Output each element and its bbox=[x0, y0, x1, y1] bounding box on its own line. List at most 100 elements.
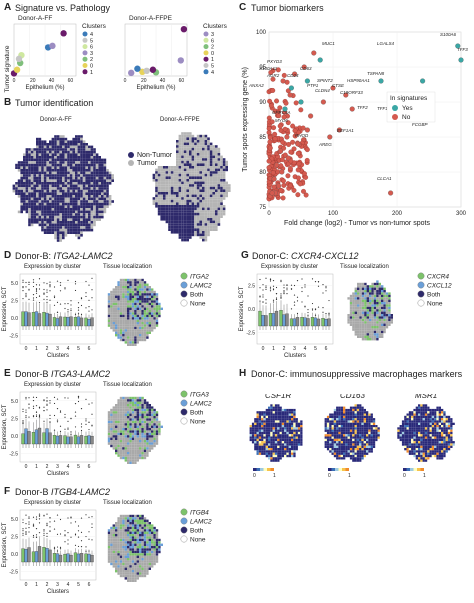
colorbar-segment bbox=[260, 468, 264, 471]
outlier bbox=[32, 399, 35, 402]
outlier bbox=[22, 408, 24, 410]
outlier bbox=[88, 428, 90, 431]
outlier bbox=[275, 293, 278, 295]
outlier bbox=[296, 312, 299, 315]
xtick-label: 2 bbox=[46, 464, 49, 470]
ytick-label: 80 bbox=[259, 170, 266, 176]
xtick-label: 200 bbox=[392, 211, 403, 217]
data-point-no bbox=[295, 141, 301, 147]
outlier bbox=[28, 397, 30, 399]
legend-label: None bbox=[427, 301, 443, 308]
outlier bbox=[77, 306, 80, 309]
outlier bbox=[314, 280, 317, 283]
data-point-no bbox=[349, 106, 355, 112]
outlier bbox=[301, 287, 303, 289]
panel-b-title: Tumor identification bbox=[15, 98, 94, 108]
legend-swatch bbox=[180, 417, 188, 425]
outlier bbox=[25, 532, 27, 534]
outlier bbox=[25, 533, 27, 535]
box-ylabel: Expression, SCT bbox=[2, 404, 8, 449]
ytick-label: 100 bbox=[256, 30, 267, 36]
outlier bbox=[91, 539, 93, 541]
outlier bbox=[32, 405, 35, 407]
outlier bbox=[43, 399, 45, 401]
panel_f-letter: F bbox=[4, 486, 11, 497]
panel-h: H Donor-C: immunosuppressive macrophages… bbox=[237, 366, 474, 486]
outlier bbox=[43, 410, 45, 412]
outlier bbox=[296, 300, 299, 302]
outlier bbox=[53, 528, 56, 530]
outlier bbox=[265, 285, 267, 287]
panel_f-sub1: Expression by cluster bbox=[24, 500, 82, 506]
outlier bbox=[28, 516, 30, 518]
outlier bbox=[25, 281, 27, 284]
legend-label: LAMC2 bbox=[190, 283, 212, 290]
colorbar-segment bbox=[410, 468, 414, 471]
outlier bbox=[275, 286, 278, 289]
outlier bbox=[77, 309, 80, 311]
data-point-yes bbox=[455, 43, 461, 49]
outlier bbox=[262, 294, 264, 296]
data-point-no bbox=[282, 126, 288, 132]
legend-swatch bbox=[392, 105, 398, 111]
colorbar-segment bbox=[335, 468, 339, 471]
gene-label: CLCA1 bbox=[377, 176, 392, 181]
outlier bbox=[322, 307, 324, 309]
outlier bbox=[88, 403, 90, 405]
xtick-label: 300 bbox=[456, 211, 467, 217]
outlier bbox=[22, 530, 24, 532]
outlier bbox=[67, 539, 69, 541]
outlier bbox=[286, 284, 288, 286]
gene-label: SPINT2 bbox=[317, 78, 333, 83]
data-point-no bbox=[271, 176, 277, 182]
outlier bbox=[70, 536, 72, 538]
gene-label: TSPAN8 bbox=[367, 71, 385, 76]
outlier bbox=[80, 313, 83, 316]
data-point-no bbox=[295, 151, 301, 156]
outlier bbox=[70, 433, 72, 436]
outlier bbox=[59, 425, 62, 427]
outlier bbox=[269, 279, 272, 281]
data-point-no bbox=[271, 125, 277, 131]
cluster-point bbox=[49, 42, 56, 50]
xtick-label: 60 bbox=[68, 78, 74, 84]
outlier bbox=[22, 287, 24, 289]
outlier bbox=[259, 295, 261, 297]
outlier bbox=[22, 421, 24, 423]
box-plot-frame bbox=[19, 391, 97, 463]
legend-swatch bbox=[180, 517, 188, 525]
panel_d-title-gene: ITGA2-LAMC2 bbox=[53, 251, 113, 261]
outlier bbox=[322, 284, 324, 286]
xtick-label: 4 bbox=[304, 346, 307, 352]
outlier bbox=[46, 298, 48, 301]
panel-a-letter: A bbox=[4, 2, 12, 13]
panel_f-title-gene: ITGB4-LAMC2 bbox=[51, 487, 111, 497]
outlier bbox=[22, 422, 24, 425]
outlier bbox=[35, 405, 38, 407]
outlier bbox=[25, 411, 27, 413]
outlier bbox=[77, 530, 80, 532]
box bbox=[58, 435, 63, 445]
ytick-label: -2.5 bbox=[246, 330, 255, 336]
data-point-no bbox=[280, 78, 286, 84]
box bbox=[37, 313, 42, 327]
box bbox=[79, 553, 84, 563]
data-point-no bbox=[300, 125, 306, 131]
panel_e-sub1: Expression by cluster bbox=[24, 382, 82, 388]
cluster-point bbox=[60, 30, 67, 37]
data-point-no bbox=[272, 131, 278, 137]
outlier bbox=[85, 280, 87, 283]
data-point-no bbox=[292, 128, 298, 134]
outlier bbox=[269, 288, 272, 290]
outlier bbox=[38, 515, 41, 517]
outlier bbox=[77, 313, 80, 315]
outlier bbox=[22, 521, 24, 524]
outlier bbox=[59, 303, 62, 305]
outlier bbox=[43, 282, 45, 284]
box bbox=[21, 548, 25, 563]
data-point-no bbox=[281, 114, 287, 120]
cluster-point bbox=[128, 69, 135, 77]
colorbar-segment bbox=[253, 468, 257, 471]
outlier bbox=[325, 290, 327, 292]
panel-a-xlabel: Epithelium (%) bbox=[136, 85, 175, 91]
